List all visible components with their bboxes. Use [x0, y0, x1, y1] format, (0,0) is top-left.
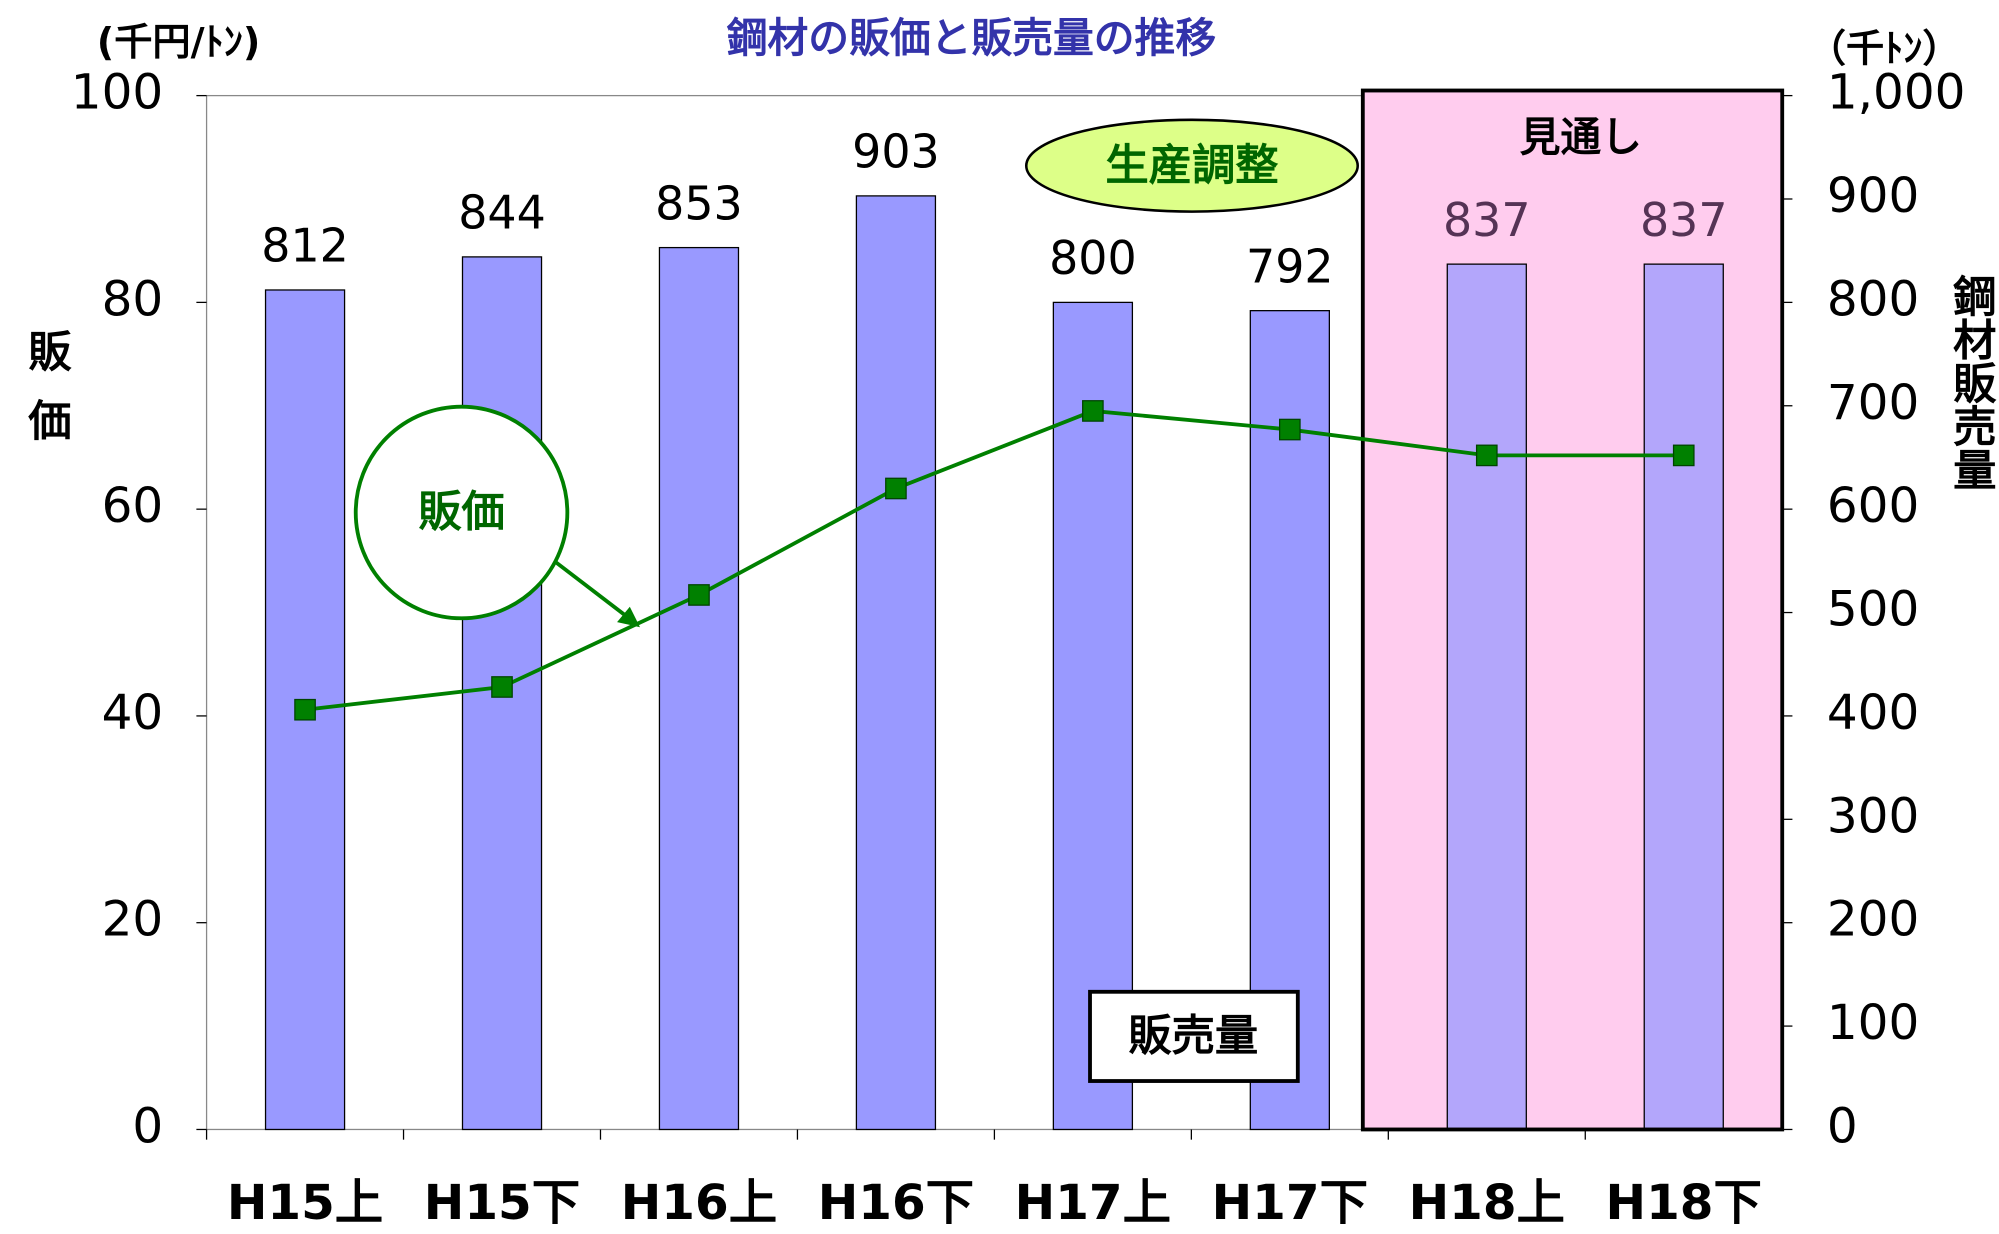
y-tick-label: 40 [102, 685, 164, 741]
callout-circle [353, 404, 570, 621]
y2-tick-label: 800 [1827, 271, 1919, 327]
legend-label: 販売量 [1128, 1011, 1258, 1061]
y2-tick-label: 700 [1827, 375, 1919, 431]
bar [1446, 263, 1527, 1131]
bar-value-label: 844 [458, 186, 546, 240]
price-marker [885, 477, 907, 500]
y2-tick-label: 900 [1827, 168, 1919, 224]
y2-tick-label: 100 [1827, 995, 1919, 1051]
bar-value-label: 837 [1443, 193, 1531, 247]
y2-tick-label: 600 [1827, 478, 1919, 534]
x-tick-label: H15下 [424, 1175, 580, 1231]
legend-box [1088, 989, 1300, 1083]
bar [855, 195, 937, 1131]
y-tick-label: 20 [102, 892, 164, 948]
bar-value-label: 792 [1246, 239, 1334, 293]
y2-axis-label: 鋼材販売量 [1946, 274, 1997, 491]
x-tick-label: H16上 [621, 1175, 777, 1231]
annotation: 見通し [1520, 113, 1642, 161]
y-tick-label: 100 [71, 65, 163, 121]
annotation-ellipse [1024, 118, 1359, 213]
price-line [304, 408, 1684, 712]
legend-label: 販価 [418, 488, 505, 538]
x-tick-label: H17下 [1212, 1175, 1368, 1231]
x-tick-label: H15上 [227, 1175, 383, 1231]
x-tick-label: H17上 [1015, 1175, 1171, 1231]
x-tick-label: H18下 [1606, 1175, 1762, 1231]
bar-value-label: 903 [852, 125, 940, 179]
price-marker [294, 698, 316, 721]
y-tick-label: 60 [102, 478, 164, 534]
price-marker [491, 676, 513, 698]
bar-value-label: 837 [1640, 193, 1728, 247]
y2-tick-label: 0 [1827, 1098, 1858, 1154]
price-marker [1278, 418, 1301, 441]
price-marker [688, 584, 710, 606]
price-marker [1082, 400, 1104, 422]
forecast-border [1360, 88, 1785, 1132]
callout-arrowhead [617, 606, 641, 628]
price-marker [1672, 444, 1695, 467]
x-tick-label: H18上 [1409, 1175, 1565, 1231]
price-marker [1475, 444, 1498, 467]
y-axis-label: 販価 [21, 329, 73, 467]
y2-tick-label: 300 [1827, 788, 1919, 844]
y-tick-label: 0 [132, 1098, 163, 1154]
y-unit: (千円/ﾄﾝ) [97, 21, 261, 65]
chart-title: 鋼材の販価と販売量の推移 [727, 14, 1216, 62]
y-tick-label: 80 [102, 271, 164, 327]
bar [658, 246, 740, 1131]
y2-unit: （千ﾄﾝ） [1808, 27, 1961, 71]
y2-tick-label: 400 [1827, 685, 1919, 741]
y2-tick-label: 500 [1827, 582, 1919, 638]
annotation: 生産調整 [1105, 141, 1278, 191]
bar-value-label: 812 [261, 219, 349, 273]
y2-tick-label: 1,000 [1827, 65, 1966, 121]
bar [1643, 263, 1724, 1131]
bar-value-label: 853 [655, 176, 743, 230]
y2-tick-label: 200 [1827, 892, 1919, 948]
callout-arrow [549, 556, 639, 627]
bar-value-label: 800 [1049, 231, 1137, 285]
x-tick-label: H16下 [818, 1175, 974, 1231]
